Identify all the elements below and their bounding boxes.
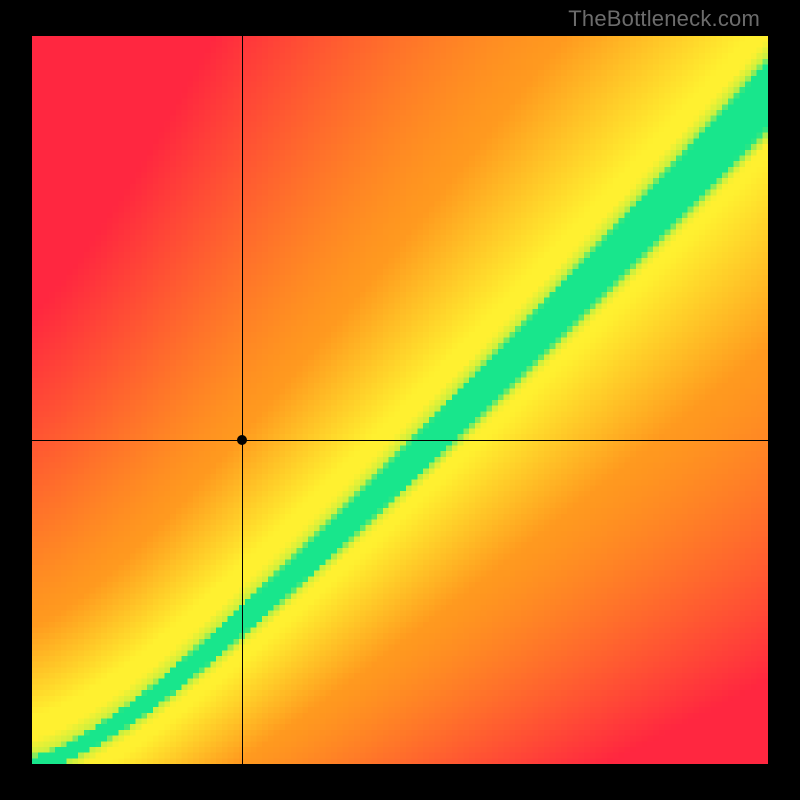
watermark-text: TheBottleneck.com (568, 6, 760, 32)
chart-frame: TheBottleneck.com (0, 0, 800, 800)
bottleneck-heatmap (32, 36, 768, 764)
